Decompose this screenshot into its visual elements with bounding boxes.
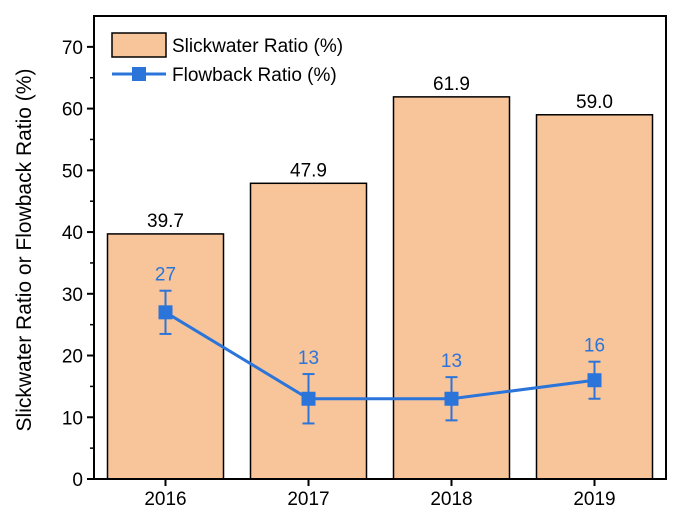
bar-2018 — [392, 96, 511, 480]
y-axis-title: Slickwater Ratio or Flowback Ratio (%) — [13, 69, 36, 432]
flowback-marker-2017 — [301, 391, 316, 406]
plot-frame — [93, 15, 667, 480]
legend-line-marker — [132, 67, 146, 81]
legend-slickwater-label: Slickwater Ratio (%) — [172, 36, 343, 57]
bar-labels-layer: 39.7 47.9 61.9 59.0 — [147, 74, 613, 232]
flowback-value-label-2017: 13 — [298, 348, 319, 369]
x-tick-label-2018: 2018 — [430, 489, 472, 510]
legend-flowback-label: Flowback Ratio (%) — [172, 65, 337, 86]
y-tick-label-30: 30 — [62, 285, 83, 306]
y-tick-label-60: 60 — [62, 100, 83, 121]
bar-2017 — [249, 182, 368, 480]
x-tick-label-2019: 2019 — [573, 489, 615, 510]
y-tick-label-70: 70 — [62, 38, 83, 59]
flowback-value-label-2016: 27 — [155, 265, 176, 286]
y-tick-label-10: 10 — [62, 408, 83, 429]
legend-bar-swatch — [111, 32, 167, 58]
flowback-marker-2018 — [444, 391, 459, 406]
bars-layer — [106, 96, 654, 480]
bar-value-label-2016: 39.7 — [147, 211, 184, 232]
y-tick-label-50: 50 — [62, 161, 83, 182]
flowback-value-label-2018: 13 — [441, 351, 462, 372]
flowback-line-layer: 27 13 13 16 — [155, 265, 605, 425]
bar-2016 — [106, 233, 225, 480]
x-tick-label-2016: 2016 — [144, 489, 186, 510]
bar-value-label-2018: 61.9 — [433, 74, 470, 95]
axes-layer: 0 10 20 30 40 50 60 70 2016 2017 2018 2019 — [62, 15, 667, 510]
flowback-series-line — [164, 311, 595, 401]
y-tick-label-40: 40 — [62, 223, 83, 244]
y-tick-label-0: 0 — [72, 470, 83, 491]
bar-2019 — [535, 114, 654, 480]
x-tick-label-2017: 2017 — [287, 489, 329, 510]
bar-value-label-2019: 59.0 — [576, 92, 613, 113]
flowback-marker-2019 — [587, 373, 602, 388]
y-tick-label-20: 20 — [62, 347, 83, 368]
flowback-marker-2016 — [158, 305, 173, 320]
bar-value-label-2017: 47.9 — [290, 160, 327, 181]
legend: Slickwater Ratio (%) Flowback Ratio (%) — [111, 32, 343, 86]
flowback-value-label-2019: 16 — [584, 336, 605, 357]
